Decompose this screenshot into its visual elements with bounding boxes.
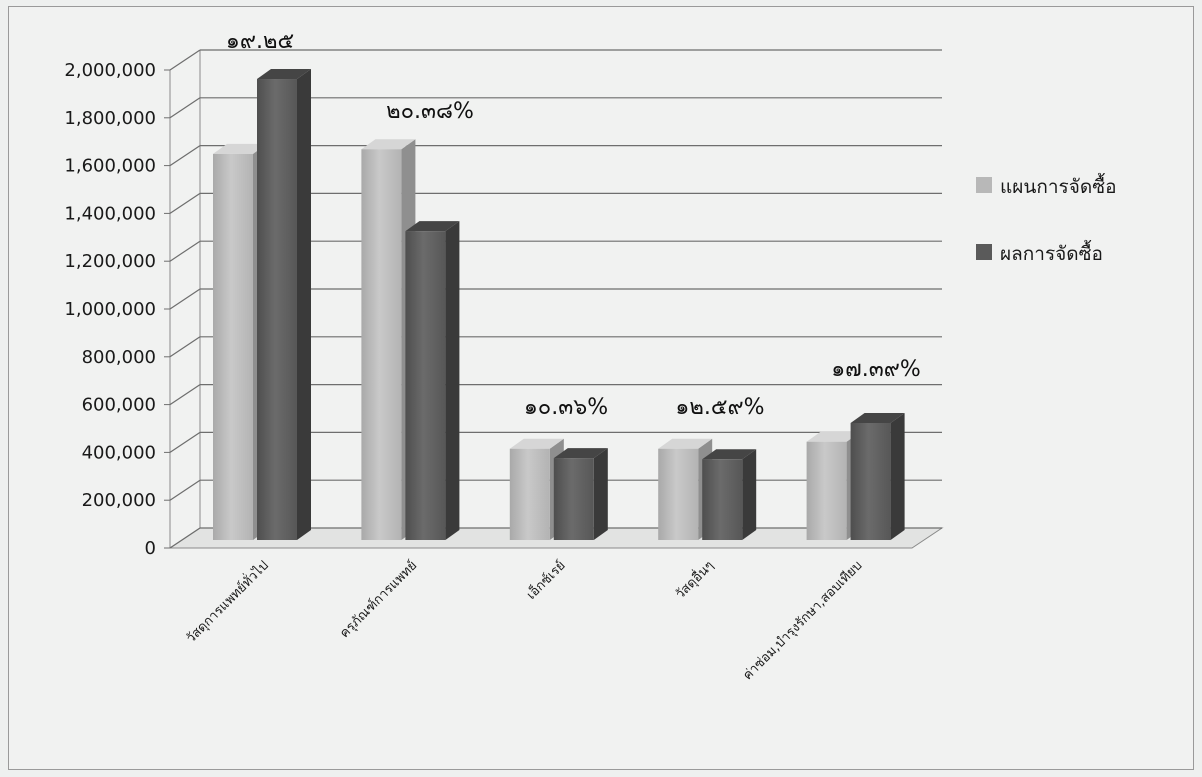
gridline-side (169, 97, 201, 119)
bar-front (405, 231, 446, 540)
bar-annotation: ๑๒.๕๙% (675, 395, 764, 420)
legend-swatch-result (976, 244, 992, 260)
y-tick-label: 2,000,000 (64, 60, 156, 81)
bar (405, 221, 460, 540)
bar (702, 449, 757, 540)
x-category-label: วัสดุการแพทย์ทั่วไป (182, 557, 272, 647)
y-tick-label: 800,000 (82, 347, 156, 368)
legend-label-result: ผลการจัดซื้อ (1000, 240, 1103, 265)
bar-front (702, 459, 743, 540)
bar-top (806, 431, 861, 442)
bars (213, 69, 905, 541)
x-category-label: วัสดุอื่นๆ (672, 557, 718, 603)
bar-side (297, 69, 311, 541)
bar-front (361, 149, 402, 540)
bar-annotation: ๑๐.๓๖% (524, 395, 608, 420)
bar-front (806, 441, 847, 540)
chart-frame (8, 6, 1194, 770)
bar-side (742, 449, 757, 540)
bar-front (658, 448, 699, 540)
legend: แผนการจัดซื้อ ผลการจัดซื้อ (976, 173, 1117, 265)
bar (257, 69, 311, 541)
y-tick-label: 1,200,000 (64, 251, 156, 272)
bar-annotation: ๒๐.๓๘% (386, 99, 474, 124)
gridline-side (169, 527, 201, 549)
bar-top (405, 221, 460, 232)
bar-side (593, 448, 608, 540)
bar-side (445, 221, 460, 540)
y-tick-label: 600,000 (82, 395, 156, 416)
y-tick-label: 1,000,000 (64, 299, 156, 320)
y-tick-label: 200,000 (82, 490, 156, 511)
y-axis-ticks: 0 200,000 400,000 600,000 800,000 1,000,000 1,… (64, 60, 170, 559)
gridline-side (169, 479, 201, 501)
x-category-label: ค่าซ่อม,บำรุงรักษา,สอบเทียบ (740, 558, 866, 684)
x-category-label: เอ็กซ์เรย์ (522, 556, 569, 603)
bar-top (850, 413, 905, 423)
gridline-side (169, 145, 201, 167)
legend-label-plan: แผนการจัดซื้อ (1000, 173, 1117, 198)
bar-front (850, 423, 891, 540)
bar-top (361, 139, 416, 150)
legend-swatch-plan (976, 177, 992, 193)
gridline-side (169, 288, 201, 310)
bar-front (553, 458, 594, 540)
bar-annotation: ๑๗.๓๙% (831, 357, 921, 382)
bar-top (658, 438, 713, 449)
gridline-side (169, 384, 201, 406)
y-tick-label: 1,400,000 (64, 203, 156, 224)
gridline-side (169, 192, 201, 214)
gridline-side (169, 336, 201, 358)
y-tick-label: 400,000 (82, 442, 156, 463)
bar-annotation: ๑๙.๒๕ (226, 29, 294, 54)
bar-top (553, 448, 608, 459)
bar (553, 448, 608, 540)
bar-side (890, 413, 905, 540)
x-axis-categories: วัสดุการแพทย์ทั่วไป ครุภัณฑ์การแพทย์ เอ็กซ… (182, 556, 865, 683)
bar-top (213, 143, 267, 154)
y-tick-label: 0 (145, 538, 156, 559)
bar-front (213, 153, 253, 540)
x-category-label: ครุภัณฑ์การแพทย์ (337, 558, 421, 642)
bar-top (702, 449, 757, 460)
y-tick-label: 1,800,000 (64, 108, 156, 129)
bar-front (257, 79, 297, 541)
bar-top (257, 69, 311, 80)
bar-front (509, 448, 550, 540)
gridline-side (169, 240, 201, 262)
bar (850, 413, 905, 540)
gridline-side (169, 49, 201, 71)
gridline-side (169, 431, 201, 453)
bar-top (509, 438, 564, 449)
y-tick-label: 1,600,000 (64, 156, 156, 177)
